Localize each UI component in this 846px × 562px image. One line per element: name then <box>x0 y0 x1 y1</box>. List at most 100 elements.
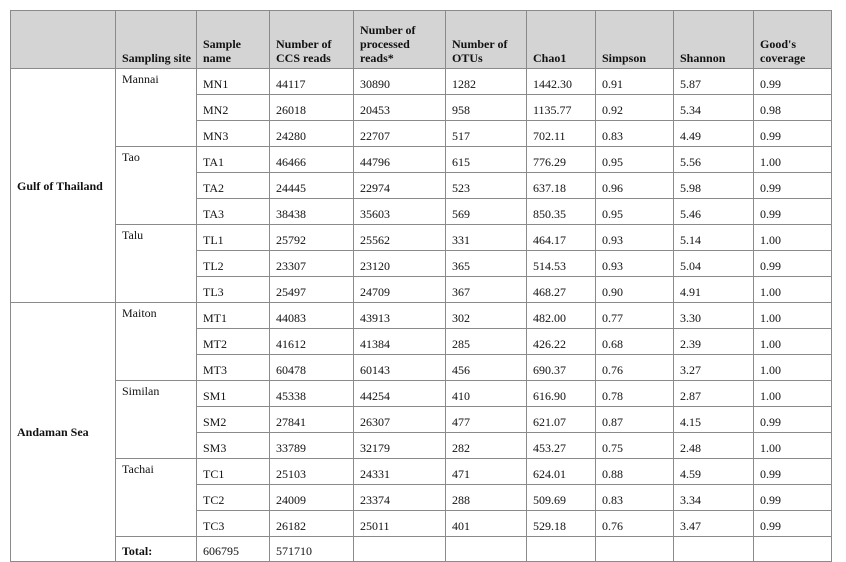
cell-processed: 22707 <box>353 120 446 147</box>
cell-shannon: 5.98 <box>673 172 754 199</box>
cell-otus: 331 <box>445 224 527 251</box>
cell-shannon: 4.59 <box>673 458 754 485</box>
cell-sample: TA1 <box>196 146 270 173</box>
total-empty-cell <box>353 536 446 562</box>
table-row: TC2 24009 23374 288 509.69 0.83 3.34 0.9… <box>11 484 832 511</box>
total-ccs: 606795 <box>196 536 270 562</box>
table-row: MN3 24280 22707 517 702.11 0.83 4.49 0.9… <box>11 120 832 147</box>
cell-processed: 35603 <box>353 198 446 225</box>
cell-ccs: 24009 <box>269 484 354 511</box>
data-table-container: Sampling site Sample name Number of CCS … <box>10 10 832 562</box>
cell-coverage: 0.99 <box>753 484 832 511</box>
cell-simpson: 0.75 <box>595 432 674 459</box>
cell-chao1: 621.07 <box>526 406 596 433</box>
header-sampling-site: Sampling site <box>115 10 197 69</box>
header-otus: Number of OTUs <box>445 10 527 69</box>
table-row: Tao TA1 46466 44796 615 776.29 0.95 5.56… <box>11 146 832 225</box>
cell-sample: MT2 <box>196 328 270 355</box>
cell-simpson: 0.77 <box>595 302 674 329</box>
region-label: Gulf of Thailand <box>10 68 116 303</box>
cell-sample: TL1 <box>196 224 270 251</box>
cell-sample: SM2 <box>196 406 270 433</box>
table-row: SM3 33789 32179 282 453.27 0.75 2.48 1.0… <box>11 432 832 459</box>
cell-chao1: 776.29 <box>526 146 596 173</box>
cell-sample: MT3 <box>196 354 270 381</box>
cell-chao1: 426.22 <box>526 328 596 355</box>
cell-simpson: 0.83 <box>595 484 674 511</box>
cell-chao1: 453.27 <box>526 432 596 459</box>
cell-ccs: 26182 <box>269 510 354 537</box>
header-row: Sampling site Sample name Number of CCS … <box>10 10 832 69</box>
cell-shannon: 2.39 <box>673 328 754 355</box>
cell-simpson: 0.91 <box>595 68 674 95</box>
cell-otus: 367 <box>445 276 527 303</box>
cell-otus: 615 <box>445 146 527 173</box>
cell-shannon: 3.27 <box>673 354 754 381</box>
cell-chao1: 690.37 <box>526 354 596 381</box>
cell-sample: TA3 <box>196 198 270 225</box>
cell-processed: 26307 <box>353 406 446 433</box>
total-label: Total: <box>115 536 197 562</box>
cell-chao1: 468.27 <box>526 276 596 303</box>
cell-coverage: 1.00 <box>753 302 832 329</box>
cell-otus: 958 <box>445 94 527 121</box>
cell-sample: MN3 <box>196 120 270 147</box>
cell-chao1: 1442.30 <box>526 68 596 95</box>
cell-otus: 523 <box>445 172 527 199</box>
cell-otus: 285 <box>445 328 527 355</box>
region-label: Andaman Sea <box>10 302 116 562</box>
header-ccs-reads: Number of CCS reads <box>269 10 354 69</box>
cell-sample: TL2 <box>196 250 270 277</box>
cell-shannon: 3.47 <box>673 510 754 537</box>
table-row: TA2 24445 22974 523 637.18 0.96 5.98 0.9… <box>11 172 832 199</box>
cell-simpson: 0.90 <box>595 276 674 303</box>
cell-coverage: 0.99 <box>753 198 832 225</box>
cell-ccs: 25497 <box>269 276 354 303</box>
cell-coverage: 0.99 <box>753 510 832 537</box>
site-label: Similan <box>115 380 197 459</box>
cell-processed: 25562 <box>353 224 446 251</box>
total-row: Total: 606795 571710 <box>11 536 832 562</box>
site-label: Mannai <box>115 68 197 147</box>
cell-processed: 23374 <box>353 484 446 511</box>
cell-ccs: 23307 <box>269 250 354 277</box>
cell-simpson: 0.87 <box>595 406 674 433</box>
cell-sample: MN1 <box>196 68 270 95</box>
cell-shannon: 5.87 <box>673 68 754 95</box>
total-empty-cell <box>673 536 754 562</box>
total-empty-cell <box>753 536 832 562</box>
table-row: Tachai TC1 25103 24331 471 624.01 0.88 4… <box>11 458 832 537</box>
cell-ccs: 25103 <box>269 458 354 485</box>
cell-otus: 282 <box>445 432 527 459</box>
table-row: Talu TL1 25792 25562 331 464.17 0.93 5.1… <box>11 224 832 303</box>
cell-coverage: 1.00 <box>753 432 832 459</box>
cell-chao1: 624.01 <box>526 458 596 485</box>
diversity-table: Sampling site Sample name Number of CCS … <box>10 10 832 562</box>
cell-otus: 410 <box>445 380 527 407</box>
table-row: MT3 60478 60143 456 690.37 0.76 3.27 1.0… <box>11 354 832 381</box>
site-label: Tachai <box>115 458 197 537</box>
header-goods-coverage: Good's coverage <box>753 10 832 69</box>
cell-chao1: 1135.77 <box>526 94 596 121</box>
cell-simpson: 0.68 <box>595 328 674 355</box>
cell-ccs: 26018 <box>269 94 354 121</box>
cell-chao1: 509.69 <box>526 484 596 511</box>
header-shannon: Shannon <box>673 10 754 69</box>
cell-simpson: 0.96 <box>595 172 674 199</box>
total-empty-cell <box>445 536 527 562</box>
total-empty-cell <box>595 536 674 562</box>
cell-coverage: 1.00 <box>753 224 832 251</box>
cell-sample: TC2 <box>196 484 270 511</box>
cell-sample: MN2 <box>196 94 270 121</box>
cell-otus: 288 <box>445 484 527 511</box>
table-row: TA3 38438 35603 569 850.35 0.95 5.46 0.9… <box>11 198 832 225</box>
cell-chao1: 464.17 <box>526 224 596 251</box>
cell-coverage: 0.99 <box>753 458 832 485</box>
cell-processed: 25011 <box>353 510 446 537</box>
cell-sample: SM3 <box>196 432 270 459</box>
cell-processed: 30890 <box>353 68 446 95</box>
table-row: Similan SM1 45338 44254 410 616.90 0.78 … <box>11 380 832 459</box>
cell-sample: TL3 <box>196 276 270 303</box>
header-chao1: Chao1 <box>526 10 596 69</box>
cell-ccs: 45338 <box>269 380 354 407</box>
